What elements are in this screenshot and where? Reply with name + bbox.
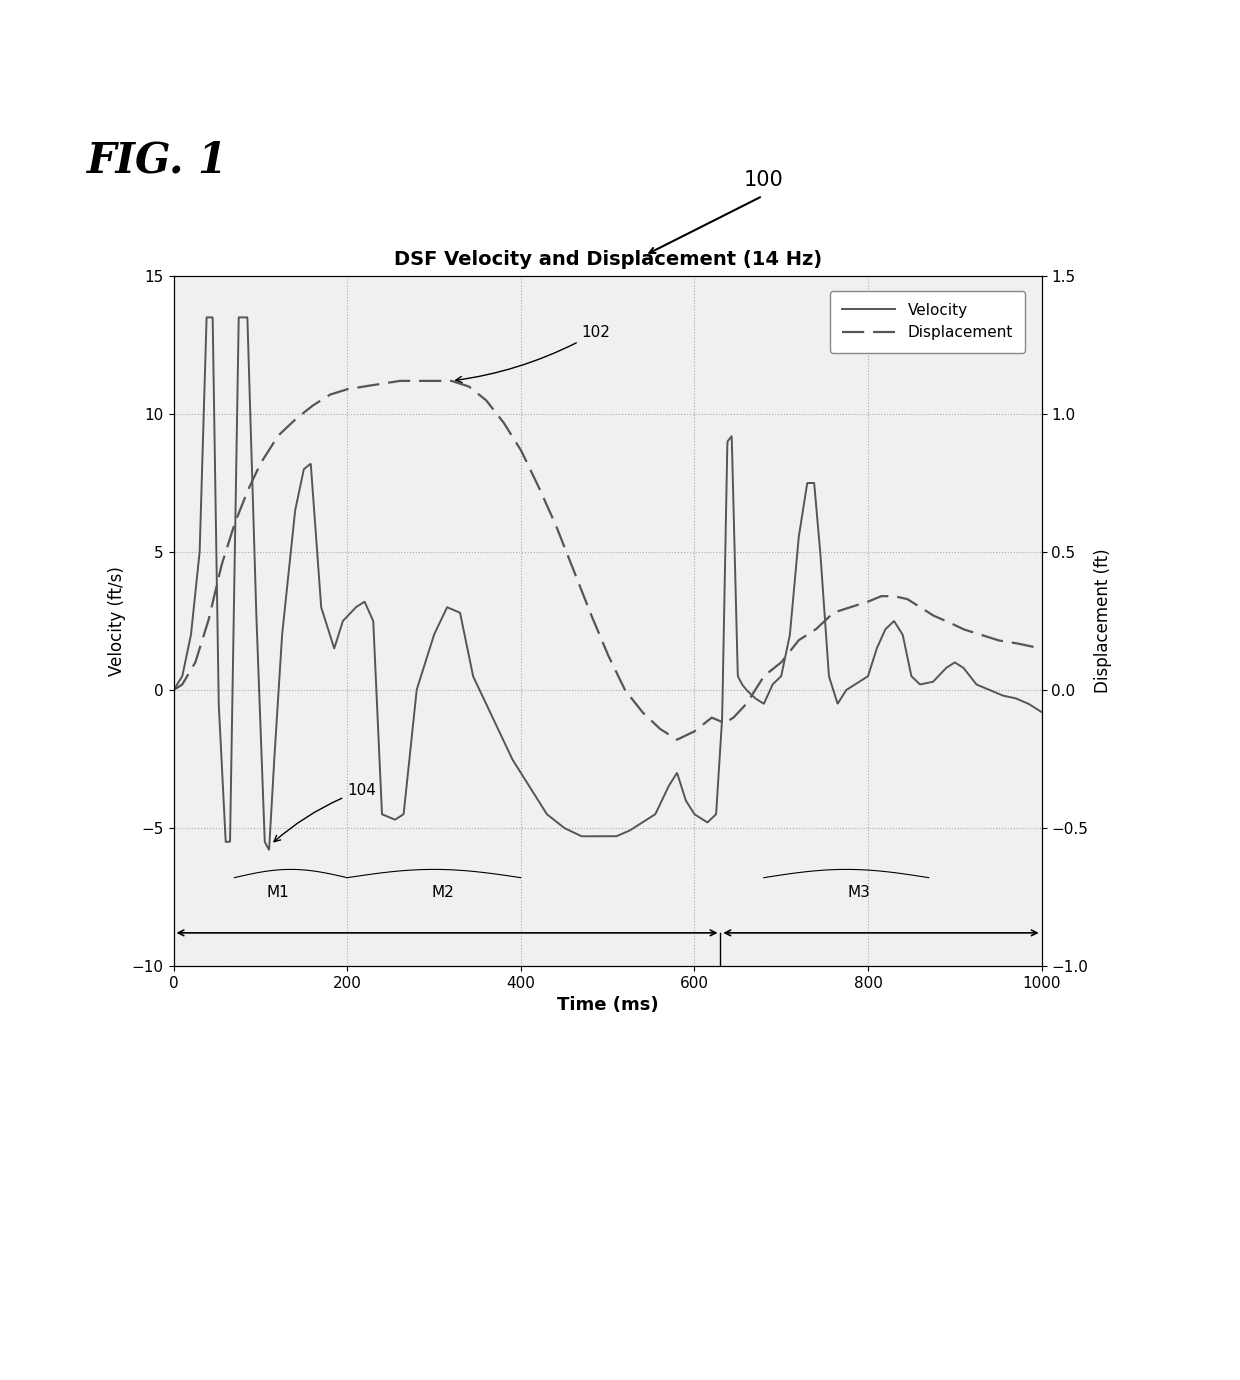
Displacement	[1018, 636, 1033, 653]
Text: 100: 100	[744, 170, 784, 190]
Velocity	[537, 802, 552, 818]
Text: FIG. 1: FIG. 1	[87, 139, 228, 182]
Velocity	[924, 673, 939, 690]
Velocity	[166, 682, 181, 698]
Y-axis label: Velocity (ft/s): Velocity (ft/s)	[108, 566, 126, 676]
Velocity	[1034, 704, 1049, 720]
X-axis label: Time (ms): Time (ms)	[557, 996, 658, 1014]
Displacement	[537, 491, 552, 508]
Displacement	[1034, 640, 1049, 657]
Y-axis label: Displacement (ft): Displacement (ft)	[1094, 549, 1112, 693]
Velocity	[500, 740, 515, 756]
Velocity	[317, 610, 332, 627]
Text: M3: M3	[848, 885, 870, 900]
Title: DSF Velocity and Displacement (14 Hz): DSF Velocity and Displacement (14 Hz)	[393, 250, 822, 269]
Velocity	[262, 842, 277, 858]
Line: Displacement: Displacement	[174, 381, 1042, 740]
Velocity	[200, 309, 215, 326]
Displacement	[500, 420, 515, 436]
Displacement	[166, 682, 181, 698]
Text: M1: M1	[267, 885, 289, 900]
Displacement	[392, 373, 407, 389]
Text: 102: 102	[455, 324, 610, 382]
Text: 104: 104	[274, 782, 376, 842]
Velocity	[1018, 694, 1033, 711]
Legend: Velocity, Displacement: Velocity, Displacement	[830, 291, 1025, 353]
Displacement	[265, 436, 280, 453]
Velocity	[265, 769, 280, 785]
Displacement	[924, 606, 939, 622]
Text: M2: M2	[432, 885, 454, 900]
Line: Velocity: Velocity	[174, 317, 1042, 850]
Displacement	[316, 391, 331, 407]
Displacement	[670, 731, 684, 748]
